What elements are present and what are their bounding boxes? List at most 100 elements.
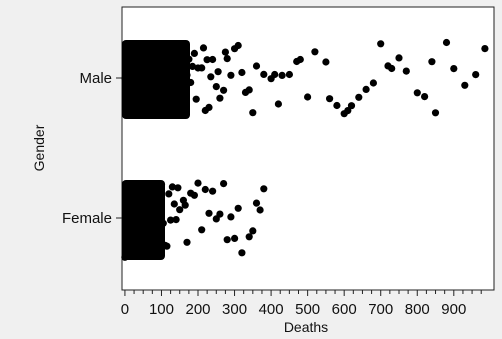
data-point-male	[146, 75, 155, 83]
data-point-male	[421, 93, 429, 101]
data-point-female	[245, 233, 253, 241]
data-point-male	[278, 71, 286, 79]
y-tick-label-male: Male	[79, 70, 112, 87]
x-tick-label: 700	[368, 301, 393, 318]
data-point-male	[154, 79, 162, 88]
data-point-male	[220, 86, 228, 94]
x-axis: 0 100 200 300 400 500 600 700 800 900	[121, 290, 482, 318]
data-point-female	[150, 241, 158, 249]
data-point-male	[481, 45, 489, 53]
data-point-female	[205, 209, 213, 217]
data-point-female	[256, 206, 264, 214]
data-point-male	[130, 75, 138, 84]
data-point-male	[311, 48, 319, 56]
data-point-female	[168, 183, 176, 191]
data-point-male	[223, 55, 231, 63]
data-point-male	[402, 67, 410, 75]
y-axis: Male Female	[62, 70, 122, 227]
data-point-male	[431, 109, 440, 117]
data-point-female	[172, 216, 180, 224]
data-point-male	[285, 70, 293, 79]
data-point-female	[231, 234, 239, 242]
data-point-male	[183, 71, 191, 79]
data-point-female	[198, 226, 206, 234]
data-point-female	[134, 246, 142, 254]
data-point-male	[123, 79, 131, 88]
data-point-female	[216, 210, 224, 218]
data-point-male	[163, 110, 171, 118]
data-point-female	[130, 188, 138, 196]
data-point-female	[163, 242, 171, 250]
data-point-male	[174, 79, 182, 87]
data-point-male	[245, 86, 253, 94]
x-tick-label: 400	[259, 301, 284, 318]
data-point-female	[123, 213, 131, 221]
data-point-female	[227, 213, 235, 221]
data-point-male	[199, 44, 208, 52]
x-axis-title: Deaths	[284, 319, 328, 335]
data-point-male	[304, 93, 312, 101]
data-point-female	[126, 223, 134, 231]
data-point-female	[201, 185, 209, 194]
data-point-male	[172, 69, 180, 77]
data-point-male	[176, 88, 184, 96]
x-tick-label: 300	[222, 301, 247, 318]
data-point-male	[198, 64, 206, 72]
data-point-male	[168, 109, 176, 117]
data-point-female	[159, 219, 167, 227]
data-point-male	[377, 40, 385, 48]
data-point-male	[362, 85, 370, 93]
data-point-female	[234, 204, 242, 212]
x-tick-label: 500	[295, 301, 320, 318]
x-tick-label: 100	[149, 301, 174, 318]
data-point-male	[216, 94, 224, 102]
data-point-male	[221, 48, 229, 56]
data-point-male	[126, 56, 134, 64]
data-point-male	[165, 47, 173, 55]
data-point-male	[333, 101, 341, 110]
data-point-male	[159, 42, 167, 50]
data-point-male	[274, 100, 282, 108]
data-point-female	[121, 253, 129, 261]
data-point-female	[128, 214, 136, 222]
data-point-male	[369, 79, 377, 87]
data-point-male	[296, 55, 304, 64]
data-point-male	[152, 50, 160, 58]
data-point-male	[472, 71, 480, 79]
data-point-male	[150, 88, 158, 96]
data-point-male	[178, 59, 186, 67]
x-tick-label: 600	[332, 301, 357, 318]
data-point-male	[156, 74, 164, 82]
data-point-male	[137, 68, 145, 76]
data-point-female	[139, 191, 147, 199]
data-point-female	[135, 199, 144, 207]
data-point-male	[249, 109, 257, 117]
data-point-male	[205, 103, 213, 111]
data-point-male	[179, 51, 187, 59]
data-point-male	[347, 102, 356, 110]
data-point-male	[167, 71, 175, 79]
data-points	[121, 38, 489, 261]
data-point-male	[344, 107, 352, 115]
dense-points-male	[121, 40, 190, 119]
data-point-female	[190, 191, 198, 199]
data-point-female	[209, 187, 217, 195]
data-point-male	[227, 71, 235, 79]
data-point-female	[157, 181, 166, 189]
x-tick-label: 900	[441, 301, 466, 318]
data-point-male	[148, 55, 156, 64]
data-point-female	[165, 190, 173, 198]
data-point-male	[143, 87, 151, 95]
data-point-male	[139, 59, 147, 67]
data-point-female	[132, 238, 140, 247]
data-point-female	[137, 181, 145, 189]
data-point-female	[194, 179, 202, 187]
y-tick-label-female: Female	[62, 210, 112, 227]
data-point-male	[260, 70, 268, 78]
data-point-female	[125, 244, 133, 252]
data-point-male	[428, 58, 436, 66]
data-point-female	[220, 180, 228, 188]
data-point-male	[157, 51, 166, 59]
